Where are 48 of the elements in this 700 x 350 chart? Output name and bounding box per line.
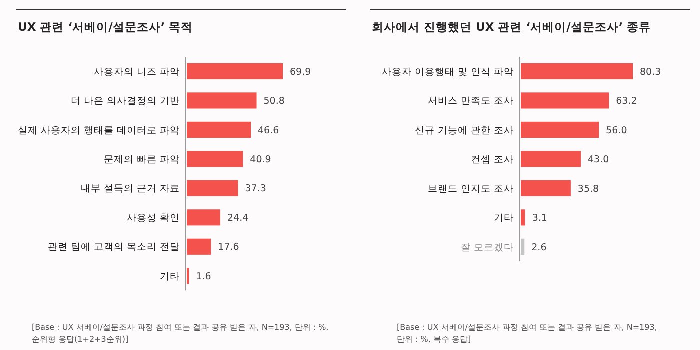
y-tick-label: 사용자 이용행태 및 인식 파악 [382,66,514,78]
y-tick-label: 사용성 확인 [126,212,180,224]
bar [521,122,600,138]
y-tick-label: 기타 [160,271,180,282]
data-label: 56.0 [606,125,628,136]
y-tick-label: 실제 사용자의 행태를 데이터로 파악 [18,125,180,136]
data-label: 80.3 [640,66,662,78]
y-tick-label: 기타 [494,213,514,224]
bar [521,151,581,168]
bar [521,180,571,196]
data-label: 40.9 [250,154,272,166]
y-tick-label: 잘 모르겠다 [460,242,514,254]
data-label: 63.2 [616,96,638,108]
data-label: 24.4 [228,212,249,224]
bar [187,210,221,226]
bar [187,63,283,80]
bar [187,92,257,109]
y-tick-label: 사용자의 니즈 파악 [94,66,180,78]
bar [187,151,244,168]
data-label: 17.6 [218,242,240,254]
data-label: 1.6 [196,271,212,282]
y-tick-label: 관련 팀에 고객의 목소리 전달 [48,242,180,254]
data-label: 50.8 [264,96,285,108]
chart-title: 회사에서 진행했던 UX 관련 ‘서베이/설문조사’ 종류 [372,20,652,34]
text: [Base : UX 서베이/설문조사 과정 참여 또는 결과 공유 받은 자, N=193, 단위 : %, 순위형 응답(1+2+3순위)] [32,323,329,344]
data-label: 37.3 [245,184,266,195]
y-tick-label: 컨셉 조사 [470,154,514,166]
y-tick-label: 내부 설득의 근거 자료 [80,184,180,195]
data-label: 69.9 [290,66,312,78]
data-label: 43.0 [588,154,610,166]
bar [521,238,525,255]
data-label: 35.8 [578,184,600,195]
bar [187,238,212,255]
y-tick-label: 서비스 만족도 조사 [428,96,514,108]
chart-title: UX 관련 ‘서베이/설문조사’ 목적 [18,20,194,34]
bar [521,210,526,226]
y-tick-label: 문제의 빠른 파악 [104,154,180,166]
bar [521,92,610,109]
data-label: 46.6 [258,125,280,136]
bar [187,122,251,138]
bar [521,63,633,80]
y-tick-label: 브랜드 인지도 조사 [428,184,514,195]
data-label: 3.1 [532,213,548,224]
data-label: 2.6 [532,242,547,254]
y-tick-label: 신규 기능에 관한 조사 [414,125,514,136]
bar [187,180,238,196]
y-tick-label: 더 나은 의사결정의 기반 [70,96,180,108]
text: [Base : UX 서베이/설문조사 과정 참여 또는 결과 공유 받은 자, N=193, 단위 : %, 복수 응답] [397,323,658,344]
